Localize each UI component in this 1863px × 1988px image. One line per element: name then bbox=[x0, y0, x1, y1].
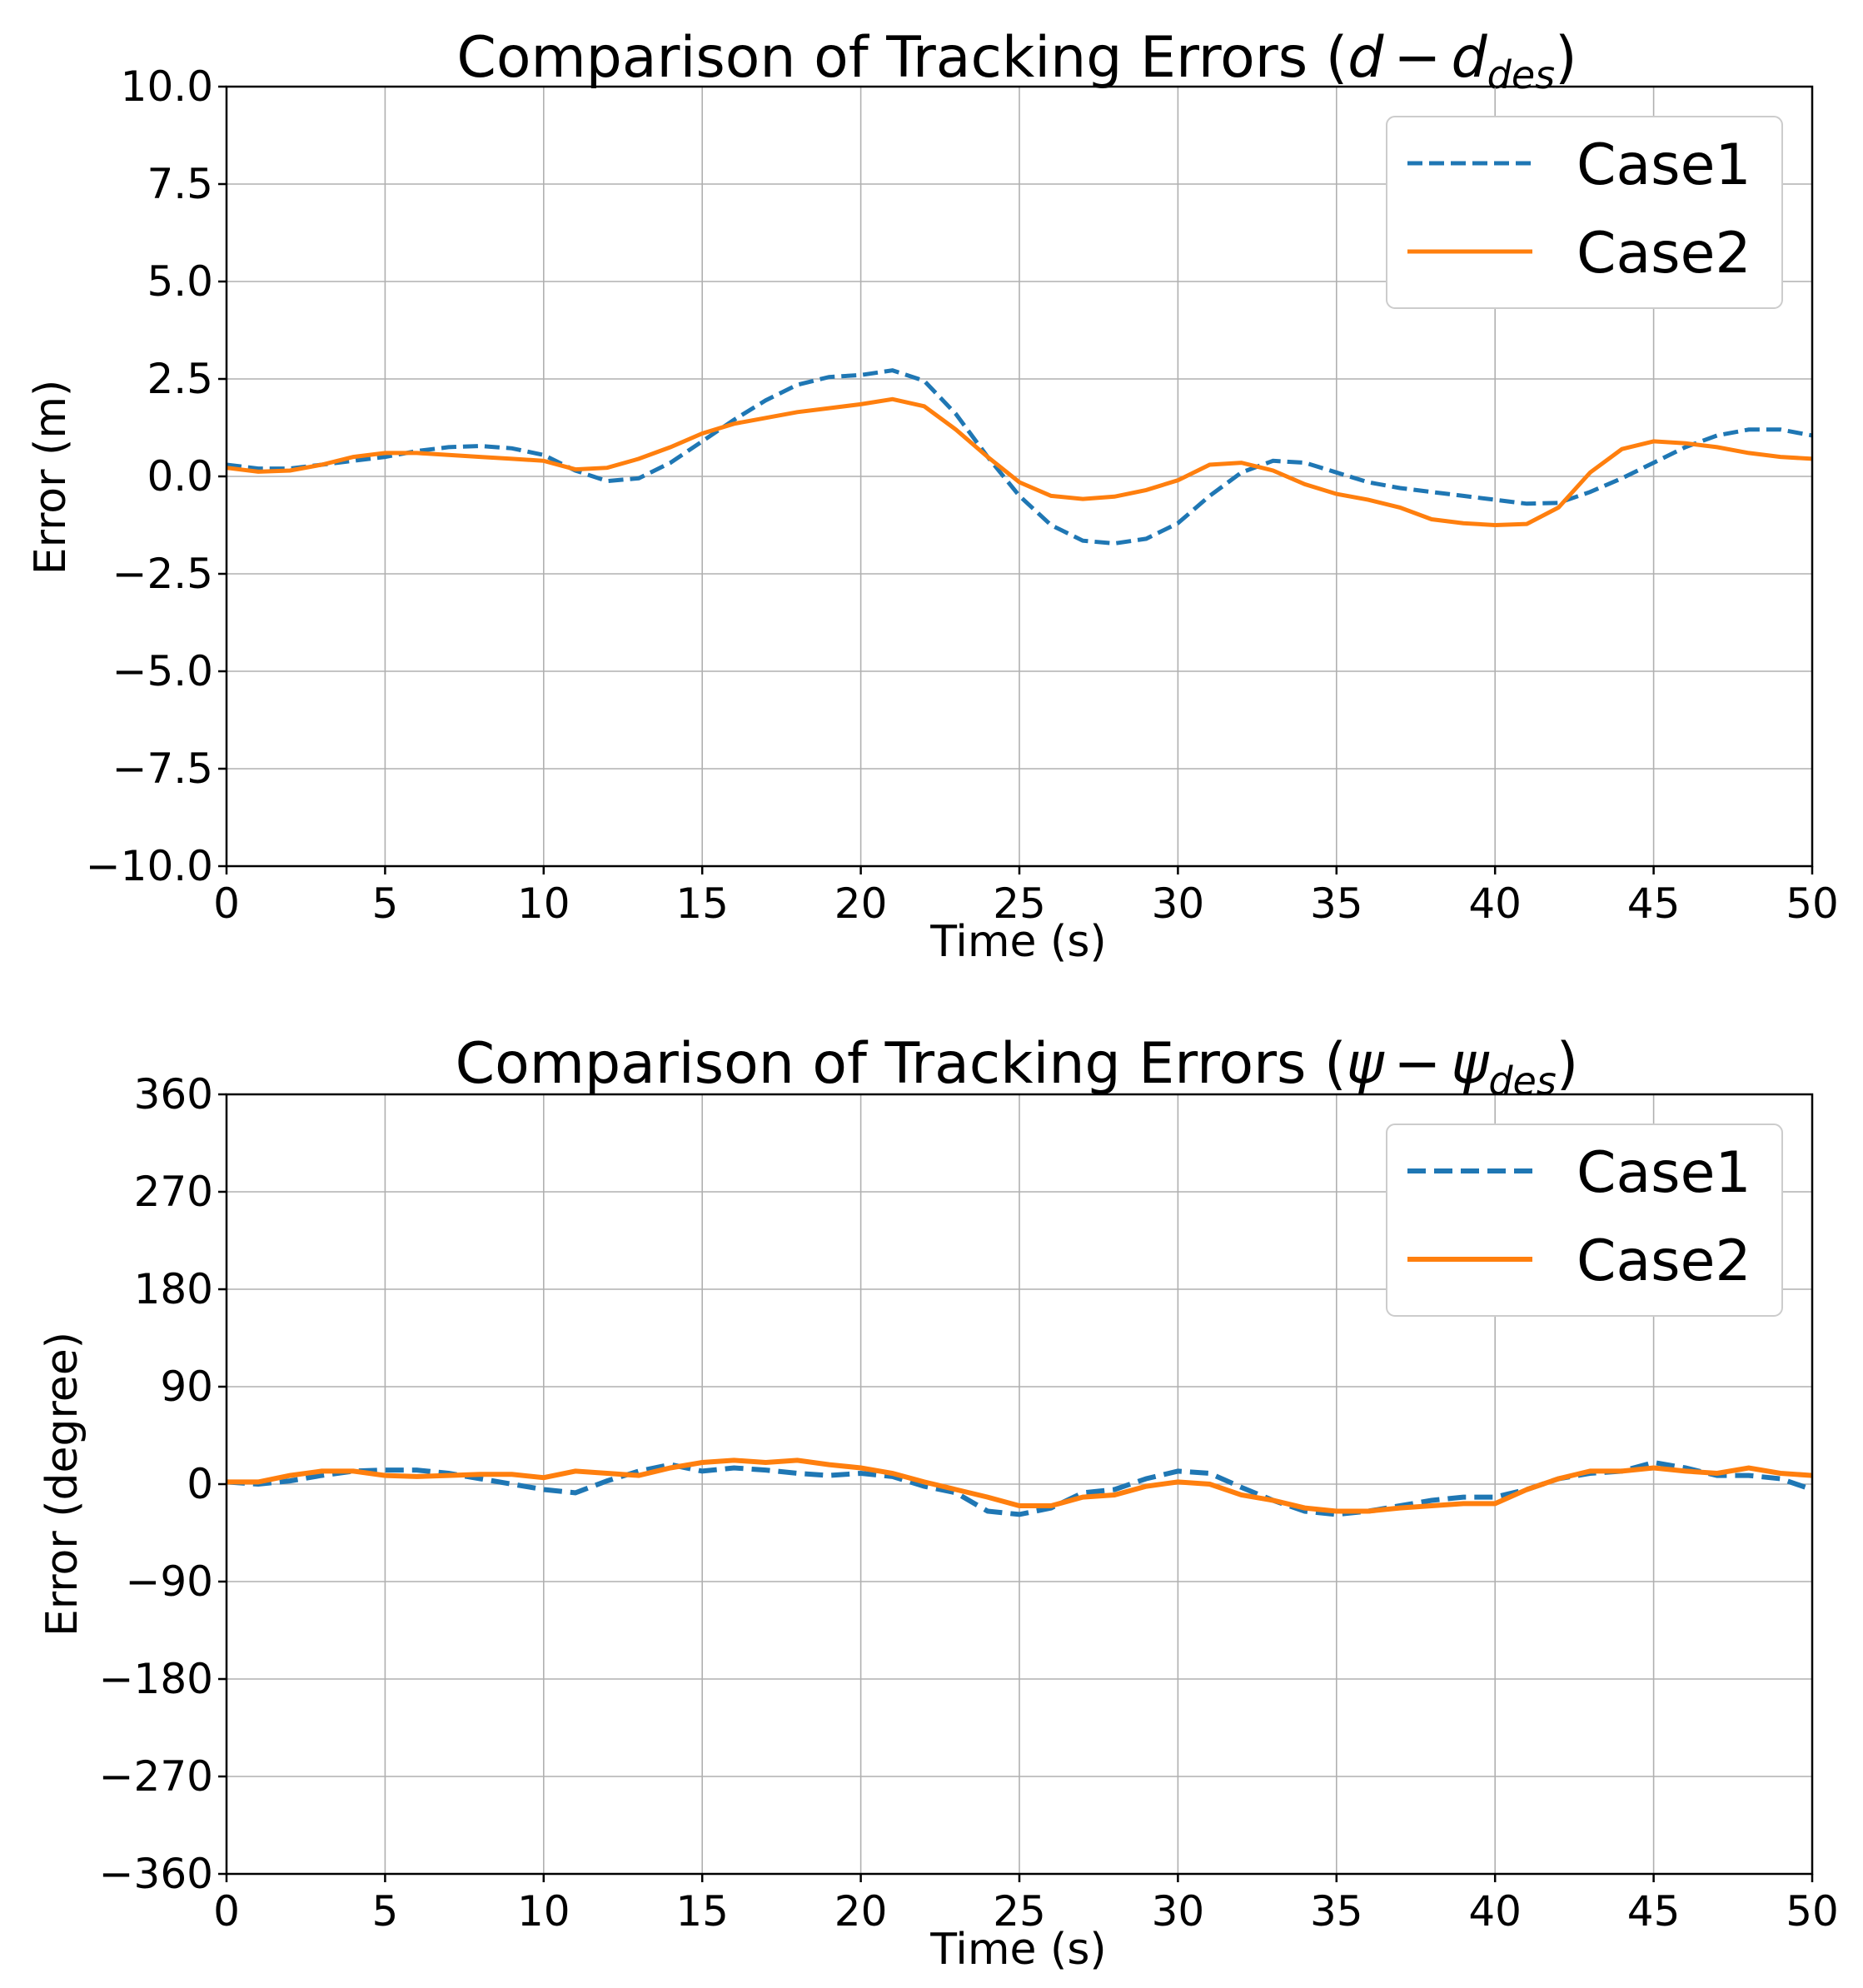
legend-label-case2: Case2 bbox=[1577, 1228, 1751, 1294]
y-tick-label: −270 bbox=[99, 1752, 213, 1801]
y-tick-label: 0 bbox=[187, 1460, 213, 1508]
x-tick-label: 40 bbox=[1468, 879, 1522, 928]
x-tick-label: 0 bbox=[213, 879, 240, 928]
chart-title: Comparison of Tracking Errors (d − ddes) bbox=[456, 25, 1577, 97]
y-tick-label: 180 bbox=[134, 1265, 213, 1313]
y-tick-label: −7.5 bbox=[112, 745, 213, 793]
y-tick-label: 5.0 bbox=[147, 257, 213, 306]
y-tick-label: −90 bbox=[125, 1557, 213, 1606]
y-axis-label: Error (m) bbox=[26, 380, 76, 575]
x-tick-label: 50 bbox=[1786, 1887, 1839, 1936]
series-line-case2 bbox=[227, 1457, 1813, 1514]
series-line-case1 bbox=[226, 368, 1813, 546]
legend-box bbox=[1386, 1124, 1783, 1317]
x-tick-label: 15 bbox=[675, 1887, 729, 1936]
x-tick-label: 20 bbox=[834, 1887, 888, 1936]
series-line-case2 bbox=[226, 396, 1813, 528]
y-tick-label: 0.0 bbox=[147, 452, 213, 501]
legend-label-case2: Case2 bbox=[1577, 221, 1751, 286]
x-tick-label: 35 bbox=[1310, 1887, 1363, 1936]
chart-tracking-error-distance: Comparison of Tracking Errors (d − ddes) 0… bbox=[26, 25, 1839, 967]
x-tick-label: 20 bbox=[834, 879, 888, 928]
x-tick-label: 0 bbox=[213, 1887, 240, 1936]
x-tick-label: 45 bbox=[1627, 879, 1681, 928]
x-tick-label: 40 bbox=[1468, 1887, 1522, 1936]
x-tick-labels: 0 5 10 15 20 25 30 35 40 45 50 bbox=[213, 1874, 1839, 1936]
legend: Case1 Case2 bbox=[1386, 1124, 1783, 1317]
x-tick-label: 30 bbox=[1152, 1887, 1205, 1936]
x-tick-label: 5 bbox=[371, 1887, 398, 1936]
y-tick-label: −180 bbox=[99, 1655, 213, 1703]
y-tick-labels: −10.0 −7.5 −5.0 −2.5 0.0 2.5 5.0 7.5 10.0 bbox=[86, 62, 227, 890]
x-tick-labels: 0 5 10 15 20 25 30 35 40 45 50 bbox=[213, 866, 1839, 928]
x-tick-label: 30 bbox=[1152, 879, 1205, 928]
y-tick-label: 10.0 bbox=[121, 62, 213, 111]
x-axis-label: Time (s) bbox=[929, 917, 1106, 967]
legend-label-case1: Case1 bbox=[1577, 1140, 1751, 1206]
x-tick-label: 25 bbox=[993, 1887, 1046, 1936]
x-tick-label: 25 bbox=[993, 879, 1046, 928]
y-tick-label: 270 bbox=[134, 1168, 213, 1216]
series-layer bbox=[226, 368, 1813, 546]
chart-tracking-error-heading: Comparison of Tracking Errors (ψ − ψdes) 0… bbox=[37, 1031, 1839, 1975]
legend-label-case1: Case1 bbox=[1577, 132, 1751, 198]
y-axis-label: Error (degree) bbox=[37, 1332, 87, 1637]
y-tick-label: −360 bbox=[99, 1850, 213, 1898]
series-line-case1 bbox=[226, 1459, 1813, 1517]
y-tick-label: 90 bbox=[160, 1363, 213, 1411]
x-tick-label: 15 bbox=[675, 879, 729, 928]
series-layer bbox=[226, 1457, 1813, 1517]
x-tick-label: 10 bbox=[517, 879, 570, 928]
x-axis-label: Time (s) bbox=[929, 1925, 1106, 1975]
y-tick-label: 2.5 bbox=[147, 355, 213, 403]
y-tick-label: 7.5 bbox=[147, 160, 213, 208]
legend: Case1 Case2 bbox=[1386, 116, 1783, 309]
x-tick-label: 5 bbox=[371, 879, 398, 928]
x-tick-label: 10 bbox=[517, 1887, 570, 1936]
y-tick-labels: −360 −270 −180 −90 0 90 180 270 360 bbox=[99, 1070, 227, 1898]
y-tick-label: −2.5 bbox=[112, 550, 213, 598]
y-tick-label: −5.0 bbox=[112, 647, 213, 695]
x-tick-label: 35 bbox=[1310, 879, 1363, 928]
chart-title: Comparison of Tracking Errors (ψ − ψdes) bbox=[456, 1031, 1579, 1104]
y-tick-label: 360 bbox=[134, 1070, 213, 1119]
y-tick-label: −10.0 bbox=[86, 842, 213, 890]
x-tick-label: 45 bbox=[1627, 1887, 1681, 1936]
x-tick-label: 50 bbox=[1786, 879, 1839, 928]
